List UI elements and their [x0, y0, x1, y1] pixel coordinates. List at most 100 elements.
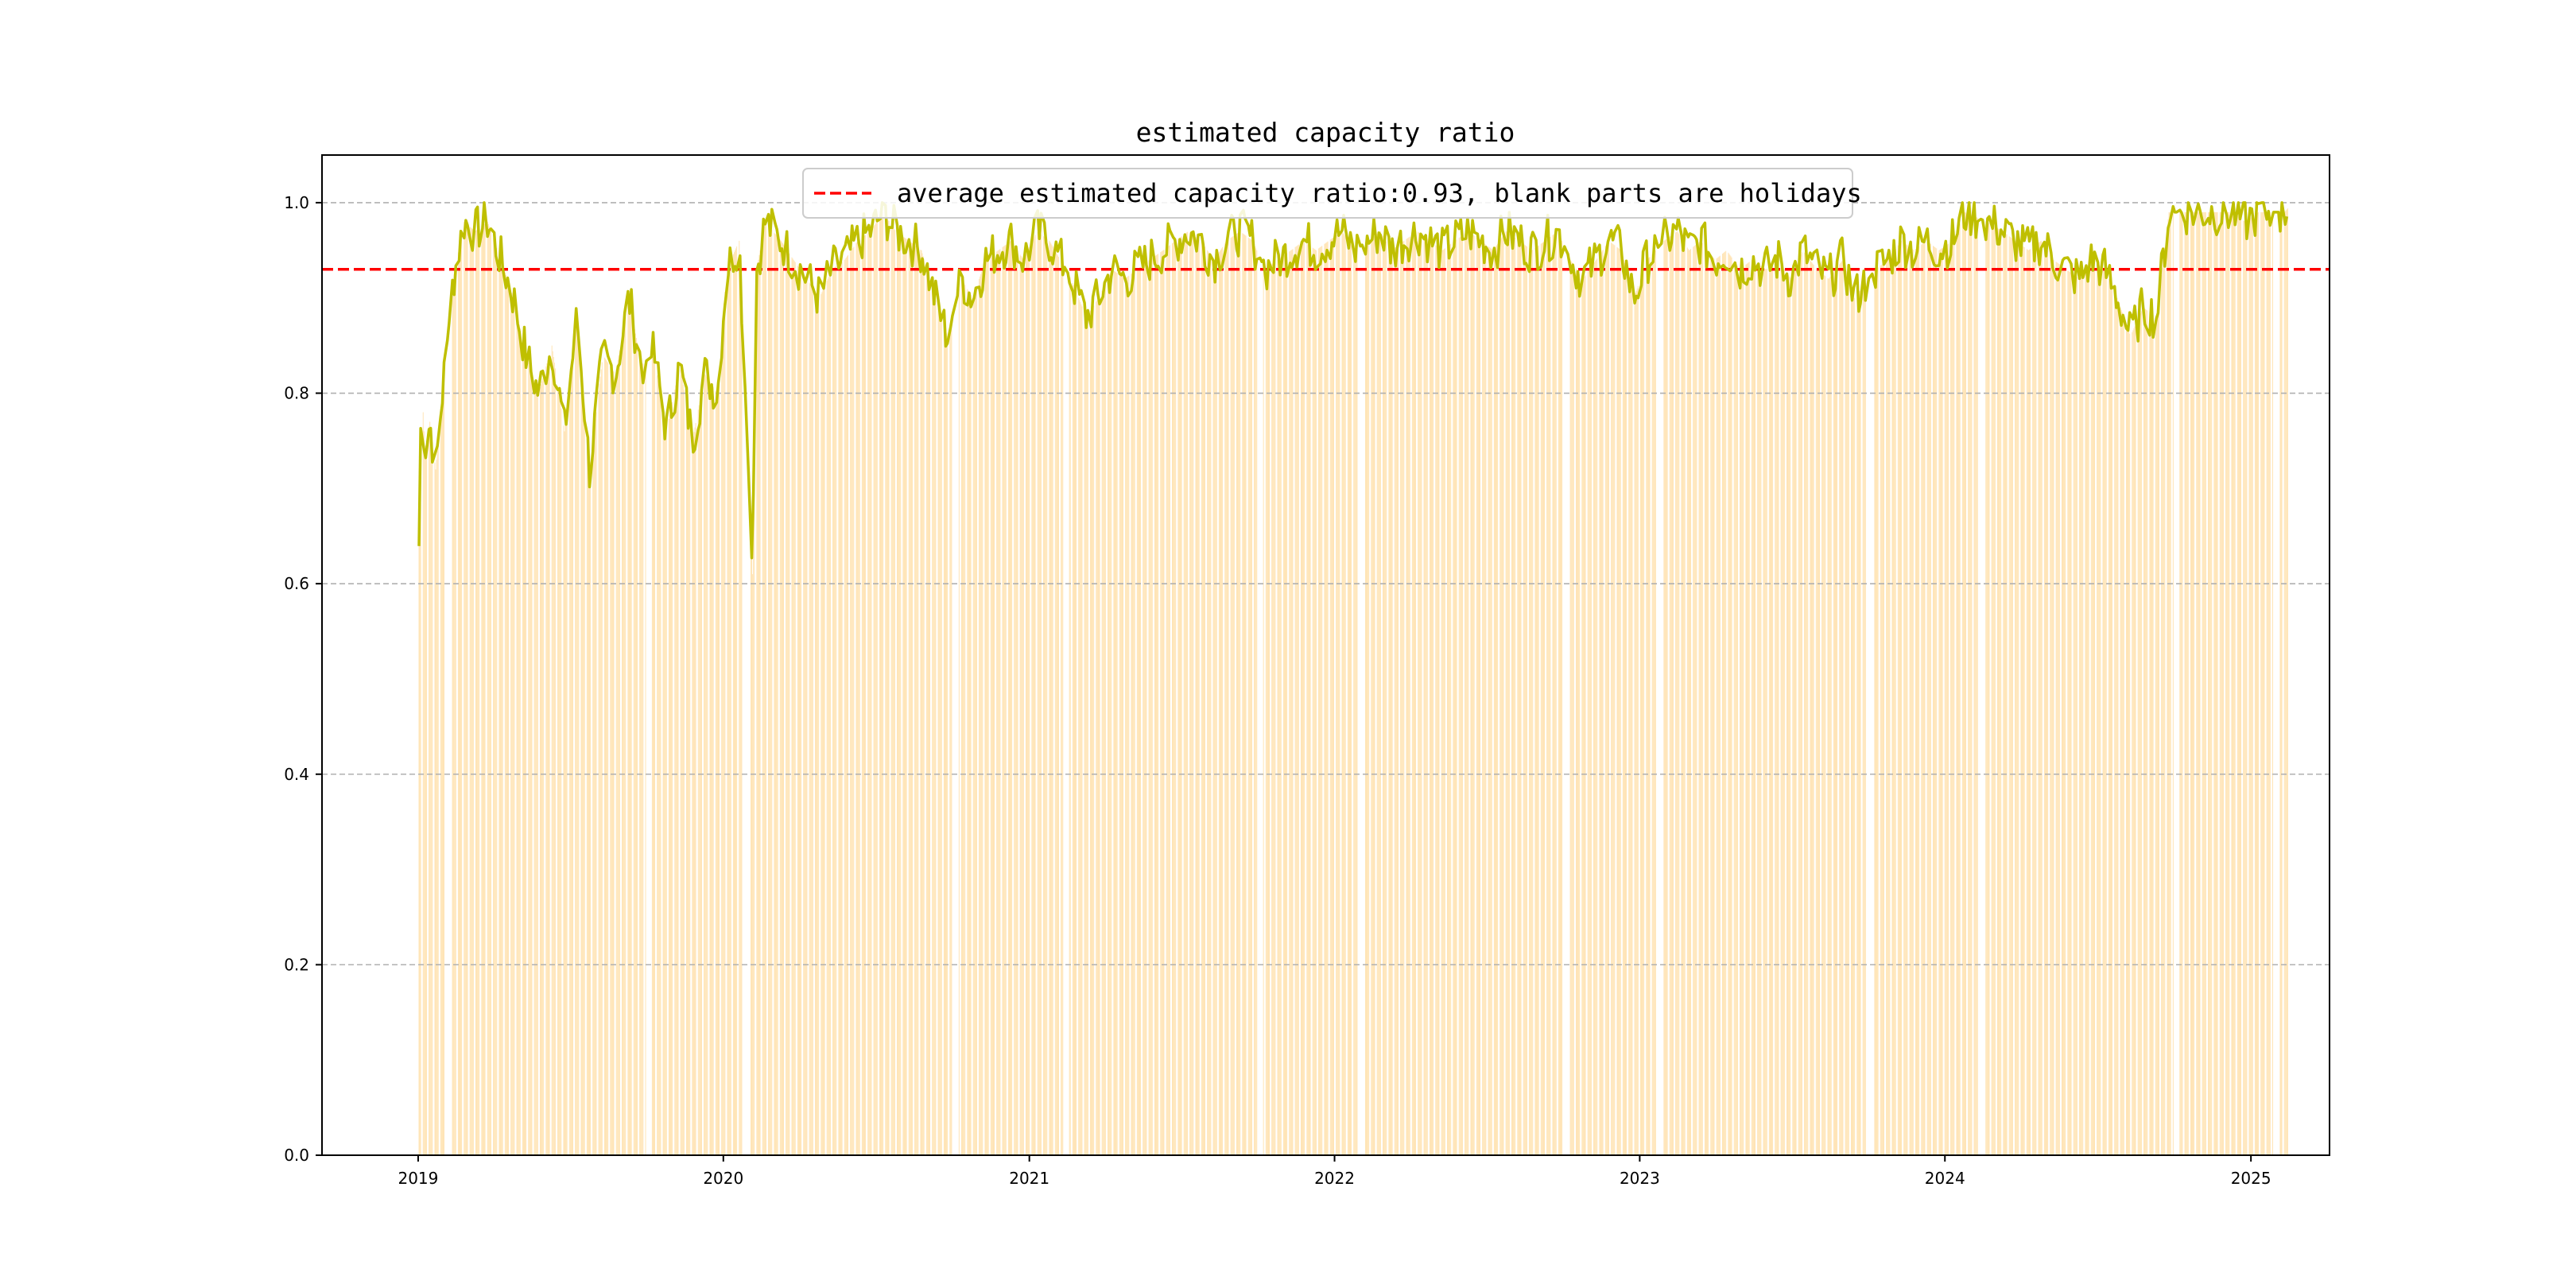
capacity-bar — [545, 366, 547, 1156]
capacity-bar — [797, 266, 799, 1155]
capacity-bar — [903, 237, 905, 1156]
capacity-bar — [2256, 213, 2258, 1155]
capacity-bar — [645, 361, 646, 1156]
capacity-bar — [2052, 258, 2054, 1156]
capacity-bar — [586, 439, 588, 1155]
capacity-bar — [1373, 236, 1375, 1155]
capacity-bar — [659, 390, 661, 1156]
capacity-bar — [914, 245, 916, 1155]
capacity-bar — [1765, 269, 1767, 1155]
capacity-bar — [489, 228, 491, 1156]
capacity-bar — [2111, 284, 2112, 1156]
capacity-bar — [972, 295, 974, 1156]
capacity-bar — [2151, 313, 2152, 1156]
capacity-bar — [1531, 250, 1533, 1155]
capacity-bar — [1746, 263, 1748, 1156]
capacity-bar — [1947, 243, 1949, 1155]
capacity-bar — [622, 336, 623, 1155]
capacity-bar — [803, 274, 805, 1155]
capacity-bar — [1860, 289, 1861, 1155]
capacity-bar — [1752, 260, 1753, 1155]
capacity-bar — [1356, 248, 1358, 1155]
capacity-bar — [2179, 211, 2181, 1155]
capacity-bar — [775, 235, 777, 1155]
capacity-bar — [1546, 239, 1548, 1156]
capacity-bar — [1483, 242, 1484, 1156]
capacity-bar — [2233, 212, 2234, 1156]
capacity-bar — [2117, 300, 2119, 1156]
capacity-bar — [1969, 214, 1971, 1155]
capacity-bar — [783, 244, 785, 1155]
capacity-bar — [1701, 242, 1702, 1155]
capacity-bar — [2196, 211, 2198, 1155]
capacity-bar — [891, 226, 893, 1156]
capacity-bar — [1132, 272, 1134, 1155]
capacity-bar — [1740, 268, 1742, 1155]
capacity-bar — [838, 264, 840, 1155]
capacity-bar — [1992, 225, 1994, 1155]
capacity-bar — [1807, 257, 1809, 1155]
capacity-bar — [1242, 233, 1243, 1155]
capacity-bar — [466, 223, 467, 1155]
capacity-bar — [705, 375, 707, 1155]
capacity-bar — [654, 359, 656, 1155]
capacity-bar — [1050, 243, 1052, 1155]
capacity-bar — [2058, 263, 2059, 1156]
capacity-bar — [1448, 246, 1449, 1156]
capacity-bar — [1108, 276, 1110, 1155]
capacity-bar — [710, 382, 712, 1155]
capacity-bar — [2260, 211, 2262, 1155]
capacity-bar — [1701, 242, 1703, 1155]
capacity-bar — [1265, 268, 1267, 1156]
capacity-bar — [1020, 256, 1022, 1155]
capacity-bar — [2187, 211, 2189, 1155]
capacity-bar — [829, 273, 831, 1155]
capacity-bar — [902, 236, 904, 1156]
capacity-bar — [845, 257, 847, 1155]
capacity-bar — [758, 254, 760, 1155]
capacity-bar — [2010, 237, 2012, 1156]
capacity-bar — [1678, 234, 1680, 1155]
capacity-bar — [2284, 211, 2286, 1156]
capacity-bar — [2227, 211, 2229, 1155]
capacity-bar — [1348, 242, 1350, 1156]
capacity-bar — [1116, 273, 1118, 1155]
capacity-bar — [1575, 268, 1577, 1156]
capacity-bar — [1494, 247, 1496, 1155]
capacity-bar — [782, 243, 783, 1155]
capacity-bar — [1845, 270, 1847, 1156]
capacity-bar — [1225, 242, 1227, 1156]
legend-label: average estimated capacity ratio:0.93, b… — [897, 178, 1862, 208]
capacity-bar — [2028, 250, 2030, 1155]
capacity-bar — [879, 217, 880, 1155]
capacity-bar — [2033, 246, 2035, 1155]
capacity-bar — [2121, 312, 2123, 1156]
capacity-bar — [2240, 218, 2242, 1155]
capacity-bar — [1555, 232, 1557, 1156]
capacity-bar — [1889, 257, 1891, 1155]
capacity-bar — [1278, 259, 1279, 1155]
capacity-bar — [589, 469, 591, 1155]
capacity-bar — [793, 261, 795, 1155]
capacity-bar — [687, 410, 689, 1155]
capacity-bar — [1372, 237, 1374, 1155]
capacity-bar — [1507, 233, 1509, 1156]
capacity-bar — [2155, 316, 2157, 1156]
capacity-bar — [1354, 250, 1356, 1155]
capacity-bar — [1876, 268, 1877, 1156]
y-tick-label: 0.4 — [284, 765, 309, 784]
capacity-bar — [1238, 232, 1240, 1156]
capacity-bar — [937, 308, 939, 1155]
capacity-bar — [1210, 254, 1212, 1155]
capacity-bar — [1511, 235, 1512, 1156]
capacity-bar — [1605, 244, 1607, 1155]
capacity-bar — [1245, 235, 1247, 1156]
capacity-bar — [1121, 277, 1123, 1155]
capacity-bar — [816, 293, 817, 1155]
capacity-bar — [612, 370, 614, 1155]
capacity-bar — [518, 324, 520, 1155]
capacity-bar — [1084, 315, 1086, 1155]
capacity-bar — [1532, 250, 1534, 1155]
capacity-bar — [882, 213, 883, 1156]
capacity-bar — [1019, 254, 1021, 1155]
